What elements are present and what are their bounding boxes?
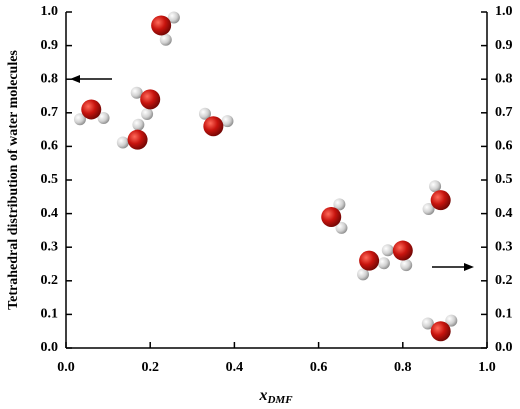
hydrogen bbox=[221, 115, 234, 128]
y-tick-label: 0.5 bbox=[41, 172, 59, 187]
x-tick-label: 0.2 bbox=[141, 360, 159, 375]
y2-tick-label: 0.3 bbox=[495, 239, 513, 254]
hydrogen bbox=[73, 113, 86, 126]
x-tick-label: 0.0 bbox=[57, 360, 75, 375]
water-molecule bbox=[116, 118, 148, 150]
oxygen bbox=[140, 89, 161, 110]
hydrogen bbox=[422, 202, 435, 215]
y2-tick-label: 0.4 bbox=[495, 206, 513, 221]
oxygen bbox=[392, 240, 413, 261]
y-tick-label: 0.4 bbox=[41, 206, 59, 221]
hydrogen bbox=[333, 198, 346, 211]
water-molecule bbox=[381, 240, 413, 272]
right-arrow bbox=[432, 263, 474, 271]
water-molecule bbox=[73, 99, 110, 126]
hydrogen bbox=[357, 268, 370, 281]
hydrogen bbox=[116, 136, 129, 149]
y2-tick-label: 0.6 bbox=[495, 139, 513, 154]
hydrogen bbox=[130, 86, 143, 99]
hydrogen bbox=[335, 221, 348, 234]
y2-tick-label: 1.0 bbox=[495, 4, 513, 19]
x-label-sub: DMF bbox=[266, 394, 293, 406]
water-molecule bbox=[321, 198, 348, 234]
oxygen bbox=[430, 321, 451, 342]
hydrogen bbox=[198, 107, 211, 120]
y-tick-label: 0.2 bbox=[41, 273, 59, 288]
water-molecule bbox=[422, 180, 451, 215]
left-arrow bbox=[70, 75, 112, 83]
x-axis-label: xDMF bbox=[258, 387, 293, 406]
hydrogen bbox=[377, 257, 390, 270]
y-tick-label: 0.9 bbox=[41, 38, 59, 53]
y2-tick-label: 0.0 bbox=[495, 340, 513, 355]
y-tick-label: 1.0 bbox=[41, 4, 59, 19]
oxygen bbox=[203, 116, 224, 137]
hydrogen bbox=[132, 118, 145, 131]
hydrogen bbox=[429, 180, 442, 193]
oxygen bbox=[359, 250, 380, 271]
water-molecule bbox=[421, 314, 458, 342]
oxygen bbox=[151, 15, 172, 36]
hydrogen bbox=[421, 317, 434, 330]
hydrogen bbox=[445, 314, 458, 327]
hydrogen bbox=[97, 112, 110, 125]
x-tick-label: 0.8 bbox=[394, 360, 412, 375]
y-axis-label: Tetrahedral distribution of water molecu… bbox=[6, 50, 21, 310]
x-tick-label: 0.4 bbox=[226, 360, 244, 375]
x-tick-label: 1.0 bbox=[478, 360, 496, 375]
y-tick-label: 0.3 bbox=[41, 239, 59, 254]
water-molecule bbox=[198, 107, 234, 137]
y-tick-label: 0.7 bbox=[41, 105, 59, 120]
y2-tick-label: 0.9 bbox=[495, 38, 513, 53]
hydrogen bbox=[167, 11, 180, 24]
oxygen bbox=[321, 206, 342, 227]
y2-tick-label: 0.8 bbox=[495, 71, 513, 86]
hydrogen bbox=[159, 33, 172, 46]
hydrogen bbox=[381, 244, 394, 257]
oxygen bbox=[430, 190, 451, 211]
y2-tick-label: 0.1 bbox=[495, 307, 513, 322]
y2-tick-label: 0.2 bbox=[495, 273, 513, 288]
y-tick-label: 0.0 bbox=[41, 340, 59, 355]
water-molecule bbox=[357, 250, 390, 281]
y2-tick-label: 0.5 bbox=[495, 172, 513, 187]
oxygen bbox=[81, 99, 102, 120]
hydrogen bbox=[400, 259, 413, 272]
y-tick-label: 0.8 bbox=[41, 71, 59, 86]
y2-tick-label: 0.7 bbox=[495, 105, 513, 120]
y-tick-label: 0.1 bbox=[41, 307, 59, 322]
x-label-main: x bbox=[258, 387, 267, 404]
hydrogen bbox=[141, 108, 154, 121]
water-molecule bbox=[151, 11, 180, 46]
y-tick-label: 0.6 bbox=[41, 139, 59, 154]
x-tick-label: 0.6 bbox=[310, 360, 328, 375]
oxygen bbox=[127, 129, 148, 150]
water-molecule bbox=[130, 86, 161, 121]
